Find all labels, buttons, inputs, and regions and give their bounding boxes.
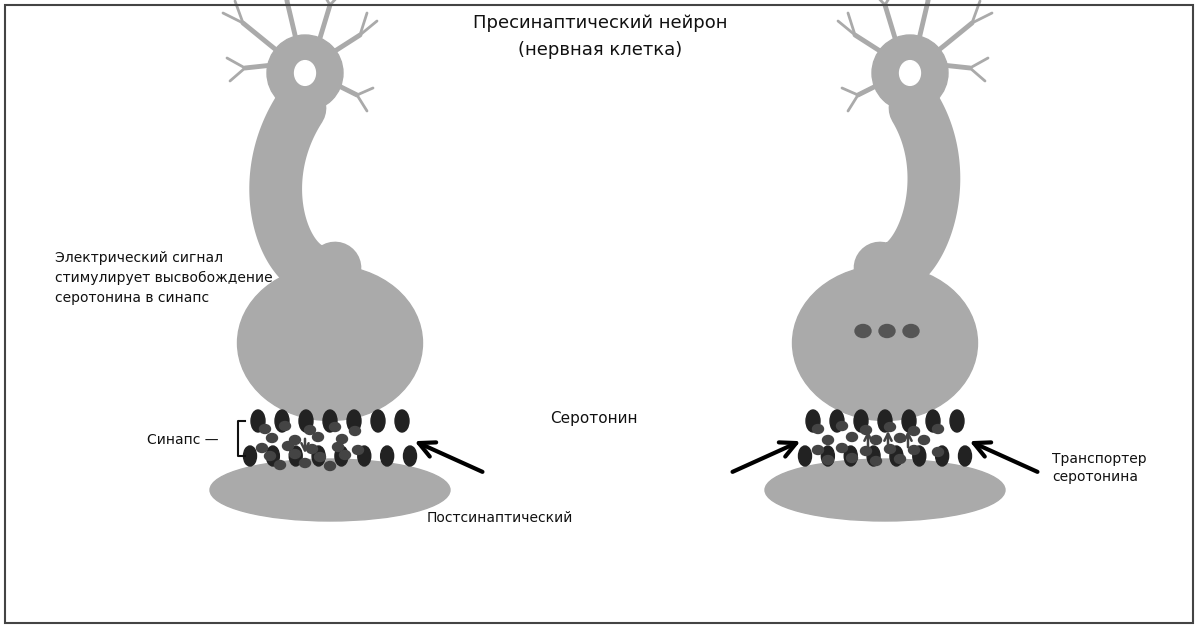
Ellipse shape [821,446,834,466]
Circle shape [872,35,948,111]
Ellipse shape [845,446,857,466]
Ellipse shape [894,433,906,443]
Ellipse shape [282,441,294,450]
Ellipse shape [257,443,268,453]
Ellipse shape [860,426,871,435]
Ellipse shape [238,266,422,421]
Ellipse shape [403,446,416,466]
Ellipse shape [822,455,834,465]
Ellipse shape [870,435,882,445]
Ellipse shape [280,421,290,431]
Ellipse shape [289,435,300,445]
Ellipse shape [299,410,313,432]
Ellipse shape [358,446,371,466]
Ellipse shape [926,410,940,432]
Ellipse shape [259,425,270,433]
Ellipse shape [275,460,286,470]
Ellipse shape [266,446,280,466]
Ellipse shape [836,421,847,431]
Ellipse shape [936,446,949,466]
Ellipse shape [395,410,409,432]
Ellipse shape [890,446,902,466]
Ellipse shape [340,450,350,460]
Ellipse shape [305,426,316,435]
Ellipse shape [884,423,895,431]
Ellipse shape [830,410,844,432]
Ellipse shape [353,445,364,455]
Ellipse shape [854,325,871,337]
Ellipse shape [860,447,871,455]
Ellipse shape [894,455,906,463]
Ellipse shape [332,443,343,452]
Ellipse shape [878,325,895,337]
Ellipse shape [289,446,302,466]
Ellipse shape [902,410,916,432]
Ellipse shape [908,445,919,455]
Ellipse shape [846,433,858,441]
Ellipse shape [822,435,834,445]
Ellipse shape [812,445,823,455]
Ellipse shape [323,410,337,432]
Text: Пресинаптический нейрон: Пресинаптический нейрон [473,14,727,32]
Ellipse shape [868,446,880,466]
Ellipse shape [918,435,930,445]
Ellipse shape [251,410,265,432]
Ellipse shape [846,453,858,462]
Ellipse shape [798,446,811,466]
Ellipse shape [371,410,385,432]
Ellipse shape [312,433,324,441]
Ellipse shape [950,410,964,432]
Text: Транспортер
серотонина: Транспортер серотонина [1052,452,1147,484]
Ellipse shape [932,425,943,433]
Circle shape [266,35,343,111]
Ellipse shape [836,443,847,453]
Ellipse shape [294,61,316,85]
Ellipse shape [266,433,277,443]
Ellipse shape [959,446,972,466]
Ellipse shape [812,425,823,433]
Ellipse shape [913,446,925,466]
Text: Синапс —: Синапс — [146,433,218,447]
Ellipse shape [264,452,276,460]
Ellipse shape [314,453,325,462]
Ellipse shape [904,325,919,337]
Ellipse shape [932,448,943,457]
Ellipse shape [900,61,920,85]
Ellipse shape [854,410,868,432]
Ellipse shape [330,423,341,431]
Ellipse shape [210,459,450,521]
Ellipse shape [244,446,257,466]
Ellipse shape [380,446,394,466]
Ellipse shape [306,445,318,453]
Ellipse shape [289,450,300,458]
Ellipse shape [336,435,348,443]
Ellipse shape [300,458,311,467]
Ellipse shape [908,426,919,435]
Ellipse shape [870,457,882,465]
Text: Серотонин: Серотонин [550,411,637,426]
Ellipse shape [335,446,348,466]
Ellipse shape [347,410,361,432]
Ellipse shape [349,426,360,435]
Ellipse shape [766,459,1006,521]
Ellipse shape [312,446,325,466]
Ellipse shape [792,266,978,421]
Ellipse shape [324,462,336,470]
Text: (нервная клетка): (нервная клетка) [518,41,682,59]
Ellipse shape [878,410,892,432]
Text: Электрический сигнал
стимулирует высвобождение
серотонина в синапс: Электрический сигнал стимулирует высвобо… [55,251,272,305]
Ellipse shape [806,410,820,432]
Text: Постсинаптический: Постсинаптический [427,511,574,525]
Ellipse shape [275,410,289,432]
Ellipse shape [884,445,895,453]
